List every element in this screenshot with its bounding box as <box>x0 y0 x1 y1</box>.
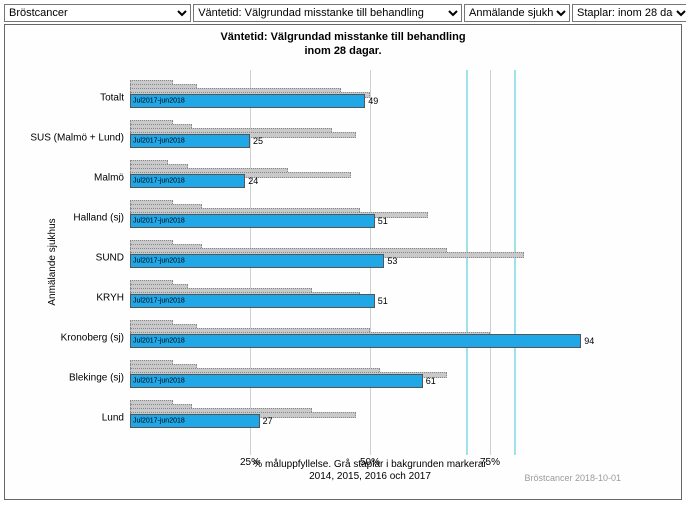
blue-bar-value: 51 <box>378 296 388 306</box>
blue-bar-value: 51 <box>378 216 388 226</box>
blue-bar-value: 27 <box>263 416 273 426</box>
blue-bar-value: 94 <box>584 336 594 346</box>
x-axis-label-line1: % måluppfyllelse. Grå staplar i bakgrund… <box>253 459 486 470</box>
blue-bar-period-label: Jul2017-jun2018 <box>133 418 185 425</box>
blue-bar-period-label: Jul2017-jun2018 <box>133 218 185 225</box>
category-row: Halland (sj)Jul2017-jun201851 <box>130 198 610 238</box>
category-label: KRYH <box>96 293 130 304</box>
blue-bar: Jul2017-jun2018 <box>130 94 365 108</box>
x-axis-label-line2: 2014, 2015, 2016 och 2017 <box>309 471 431 482</box>
blue-bar-period-label: Jul2017-jun2018 <box>133 378 185 385</box>
filter-bar: Bröstcancer Väntetid: Välgrundad misstan… <box>4 4 686 22</box>
blue-bar: Jul2017-jun2018 <box>130 374 423 388</box>
category-label: Kronoberg (sj) <box>61 333 130 344</box>
category-label: SUS (Malmö + Lund) <box>30 133 130 144</box>
category-row: Kronoberg (sj)Jul2017-jun201894 <box>130 318 610 358</box>
category-row: MalmöJul2017-jun201824 <box>130 158 610 198</box>
blue-bar: Jul2017-jun2018 <box>130 254 384 268</box>
blue-bar-period-label: Jul2017-jun2018 <box>133 138 185 145</box>
blue-bar-period-label: Jul2017-jun2018 <box>133 258 185 265</box>
blue-bar-value: 49 <box>368 96 378 106</box>
blue-bar-period-label: Jul2017-jun2018 <box>133 298 185 305</box>
category-row: Blekinge (sj)Jul2017-jun201861 <box>130 358 610 398</box>
category-label: SUND <box>96 253 130 264</box>
chart-title: Väntetid: Välgrundad misstanke till beha… <box>5 31 681 59</box>
category-row: KRYHJul2017-jun201851 <box>130 278 610 318</box>
category-row: LundJul2017-jun201827 <box>130 398 610 438</box>
footer-note: Bröstcancer 2018-10-01 <box>524 473 621 483</box>
blue-bar: Jul2017-jun2018 <box>130 414 260 428</box>
blue-bar-value: 53 <box>387 256 397 266</box>
blue-bar: Jul2017-jun2018 <box>130 334 581 348</box>
display-select[interactable]: Staplar: inom 28 dagar. <box>572 4 686 22</box>
blue-bar-value: 61 <box>426 376 436 386</box>
chart-panel: Väntetid: Välgrundad misstanke till beha… <box>4 24 682 500</box>
blue-bar: Jul2017-jun2018 <box>130 134 250 148</box>
category-label: Blekinge (sj) <box>69 373 130 384</box>
category-row: TotaltJul2017-jun201849 <box>130 78 610 118</box>
blue-bar-value: 25 <box>253 136 263 146</box>
category-row: SUNDJul2017-jun201853 <box>130 238 610 278</box>
y-axis-label: Anmälande sjukhus <box>47 218 58 305</box>
blue-bar-period-label: Jul2017-jun2018 <box>133 98 185 105</box>
category-label: Malmö <box>94 173 130 184</box>
groupby-select[interactable]: Anmälande sjukhus <box>464 4 570 22</box>
blue-bar-value: 24 <box>248 176 258 186</box>
diagnosis-select[interactable]: Bröstcancer <box>4 4 191 22</box>
metric-select[interactable]: Väntetid: Välgrundad misstanke till beha… <box>193 4 462 22</box>
category-label: Lund <box>102 413 130 424</box>
blue-bar-period-label: Jul2017-jun2018 <box>133 178 185 185</box>
blue-bar: Jul2017-jun2018 <box>130 174 245 188</box>
category-label: Totalt <box>100 93 130 104</box>
chart-title-line2: inom 28 dagar. <box>304 45 381 57</box>
category-row: SUS (Malmö + Lund)Jul2017-jun201825 <box>130 118 610 158</box>
chart-title-line1: Väntetid: Välgrundad misstanke till beha… <box>220 31 465 43</box>
blue-bar: Jul2017-jun2018 <box>130 214 375 228</box>
blue-bar-period-label: Jul2017-jun2018 <box>133 338 185 345</box>
plot-area: 25%50%75%TotaltJul2017-jun201849SUS (Mal… <box>130 70 610 455</box>
blue-bar: Jul2017-jun2018 <box>130 294 375 308</box>
category-label: Halland (sj) <box>73 213 130 224</box>
